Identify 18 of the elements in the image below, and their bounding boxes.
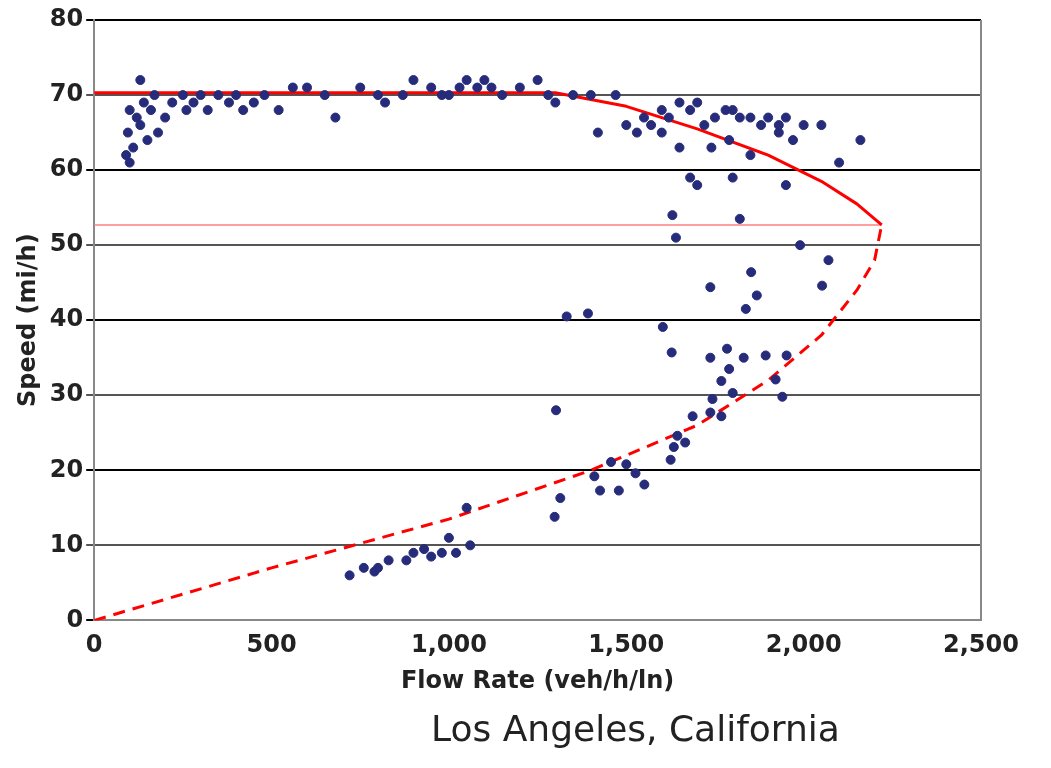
x-tick-label: 500 [246, 630, 297, 659]
x-tick-label: 0 [85, 630, 103, 659]
y-axis-title: Speed (mi/h) [12, 233, 41, 407]
y-tick-label: 10 [49, 529, 84, 558]
y-tick-label: 60 [49, 154, 84, 183]
x-tick-label: 1,000 [410, 630, 487, 659]
y-tick-label: 80 [49, 4, 84, 33]
y-tick-label: 20 [49, 454, 84, 483]
y-tick-label: 50 [49, 229, 84, 258]
x-tick-label: 2,500 [943, 630, 1019, 659]
y-tick-label: 30 [49, 379, 84, 408]
x-tick-label: 1,500 [588, 630, 665, 659]
x-axis-title: Flow Rate (veh/h/ln) [400, 665, 675, 694]
y-tick-label: 40 [49, 304, 84, 333]
y-tick-label: 0 [66, 604, 84, 633]
text: Los Angeles, California [430, 708, 841, 749]
x-tick-label: 2,000 [765, 630, 842, 659]
y-tick-label: 70 [49, 79, 84, 108]
